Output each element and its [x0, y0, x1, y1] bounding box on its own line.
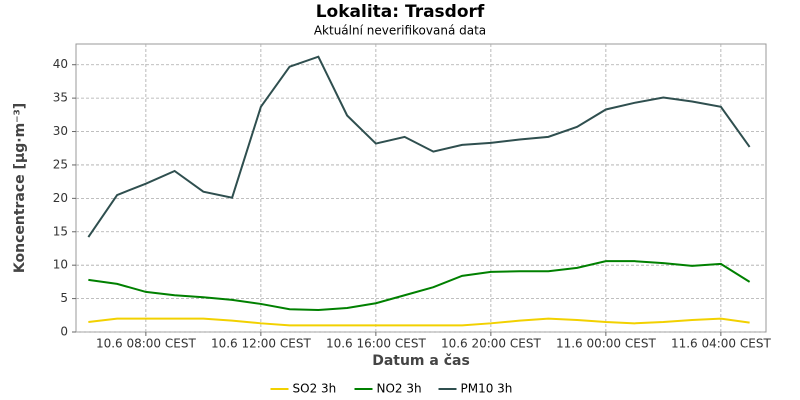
x-tick-label: 10.6 08:00 CEST	[96, 337, 197, 351]
x-tick-label: 10.6 12:00 CEST	[211, 337, 312, 351]
y-tick-label: 35	[53, 91, 68, 105]
series-line	[88, 260, 751, 311]
legend-label: PM10 3h	[461, 382, 513, 396]
plot-area	[75, 43, 767, 333]
y-tick-label: 40	[53, 57, 68, 71]
x-tick-label: 11.6 04:00 CEST	[671, 337, 772, 351]
y-tick-label: 30	[53, 124, 68, 138]
legend-label: SO2 3h	[293, 382, 337, 396]
series-line	[88, 317, 750, 327]
chart-subtitle: Aktuální neverifikovaná data	[314, 24, 486, 38]
x-tick-label: 10.6 16:00 CEST	[326, 337, 427, 351]
y-tick-label: 20	[53, 191, 68, 205]
y-axis-label: Koncentrace [µg·m⁻³]	[12, 103, 28, 273]
y-tick-label: 25	[53, 157, 68, 171]
x-tick-label: 11.6 00:00 CEST	[556, 337, 657, 351]
y-tick-label: 5	[60, 291, 68, 305]
y-tick-label: 0	[60, 325, 68, 339]
series-line	[87, 55, 751, 238]
y-tick-label: 10	[53, 258, 68, 272]
y-tick-label: 15	[53, 224, 68, 238]
legend-label: NO2 3h	[377, 382, 422, 396]
x-axis-label: Datum a čas	[372, 353, 470, 369]
x-tick-label: 10.6 20:00 CEST	[441, 337, 542, 351]
chart-title: Lokalita: Trasdorf	[316, 2, 485, 22]
